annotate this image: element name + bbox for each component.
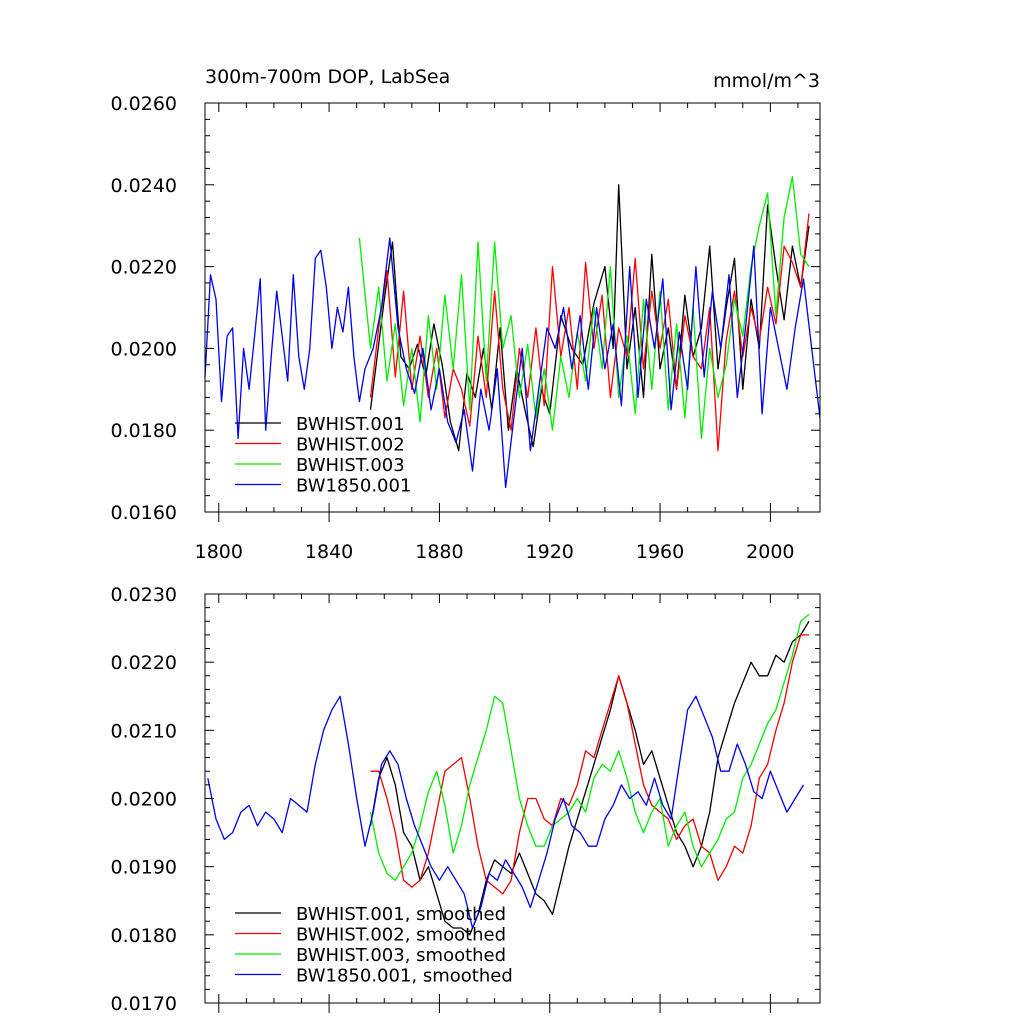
x-tick-label: 2000	[746, 541, 794, 563]
y-tick-label: 0.0180	[111, 925, 177, 947]
y-tick-label: 0.0170	[111, 993, 177, 1015]
y-tick-label: 0.0200	[111, 789, 177, 811]
top-plot-frame	[204, 102, 821, 513]
bottom-axis-ticks: 0.0170 0.0180 0.0190 0.0200 0.0210 0.0220 0.02…	[111, 584, 820, 1015]
top-units-label: mmol/m^3	[713, 70, 820, 92]
top-panel: 1800 1840 1880 1920 1960 2000 0.0160 0.0180 0.02…	[111, 66, 821, 563]
y-tick-label: 0.0220	[111, 652, 177, 674]
bottom-series-line-2	[370, 634, 809, 895]
bottom-legend-label: BWHIST.001, smoothed	[296, 904, 506, 925]
x-tick-label: 1960	[636, 541, 684, 563]
y-tick-label: 0.0190	[111, 857, 177, 879]
y-tick-label: 0.0260	[111, 93, 177, 115]
bottom-series-line-3	[369, 613, 810, 881]
top-series-group	[204, 175, 821, 489]
y-tick-label: 0.0210	[111, 720, 177, 742]
y-tick-label: 0.0200	[111, 338, 177, 360]
top-legend-label: BW1850.001	[296, 476, 411, 497]
top-series-line-2	[369, 213, 810, 452]
x-tick-label: 1840	[305, 541, 353, 563]
top-axis-ticks: 1800 1840 1880 1920 1960 2000 0.0160 0.0180 0.02…	[111, 93, 820, 563]
top-legend-label: BWHIST.002	[296, 435, 405, 456]
top-chart-title: 300m-700m DOP, LabSea	[205, 66, 450, 88]
bottom-series-group	[207, 613, 810, 936]
y-tick-label: 0.0160	[111, 502, 177, 524]
top-series-line-4	[204, 237, 821, 489]
y-tick-label: 0.0240	[111, 175, 177, 197]
x-tick-label: 1800	[195, 541, 243, 563]
y-tick-label: 0.0220	[111, 257, 177, 279]
x-tick-label: 1880	[415, 541, 463, 563]
bottom-series-line-1	[369, 620, 810, 936]
y-tick-label: 0.0230	[111, 584, 177, 606]
y-tick-label: 0.0180	[111, 420, 177, 442]
top-series-line-1	[369, 184, 810, 452]
top-legend-label: BWHIST.003	[296, 455, 405, 476]
bottom-legend-label: BWHIST.002, smoothed	[296, 925, 506, 946]
bottom-series-line-4	[207, 695, 805, 929]
bottom-legend-label: BW1850.001, smoothed	[296, 966, 513, 987]
x-tick-label: 1920	[526, 541, 574, 563]
bottom-panel: 0.0170 0.0180 0.0190 0.0200 0.0210 0.0220 0.02…	[111, 584, 821, 1015]
bottom-legend-label: BWHIST.003, smoothed	[296, 945, 506, 966]
top-series-line-3	[358, 175, 810, 440]
top-legend-label: BWHIST.001	[296, 414, 405, 435]
